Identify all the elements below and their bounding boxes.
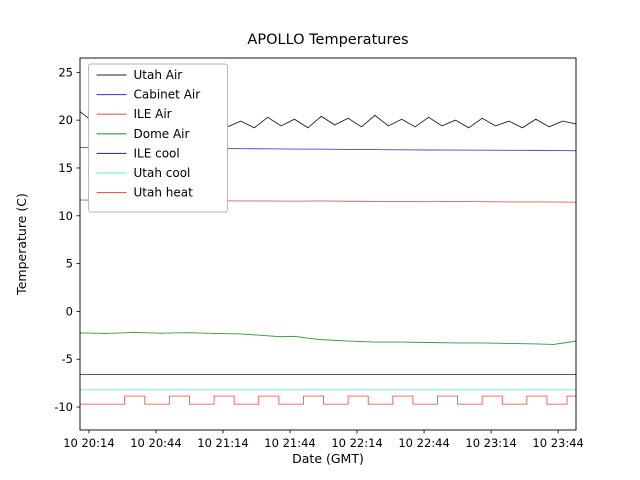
series-line-dome-air (80, 332, 576, 345)
y-tick-label: -10 (54, 400, 73, 414)
y-tick-label: -5 (62, 352, 73, 366)
y-axis-label: Temperature (C) (14, 193, 29, 296)
x-tick-label: 10 21:44 (264, 436, 315, 450)
plot-frame (79, 57, 577, 431)
x-axis-label: Date (GMT) (292, 451, 364, 466)
legend-item-dome-air: Dome Air (96, 127, 190, 141)
y-tick-label: 25 (58, 65, 73, 79)
legend-item-ile-cool: ILE cool (96, 146, 180, 160)
y-tick-label: 15 (58, 161, 73, 175)
x-tick-label: 10 23:14 (465, 436, 516, 450)
x-tick-label: 10 23:44 (532, 436, 583, 450)
legend-item-utah-air: Utah Air (96, 68, 183, 82)
legend-label: Dome Air (134, 127, 190, 141)
y-tick-label: 10 (58, 209, 73, 223)
legend-label: Utah cool (134, 166, 191, 180)
legend: Utah Air Cabinet Air ILE Air Dome Air ILE co… (88, 63, 228, 213)
x-tick-label: 10 22:44 (398, 436, 449, 450)
y-tick-label: 0 (66, 304, 73, 318)
x-tick-label: 10 20:14 (63, 436, 114, 450)
legend-item-ile-air: ILE Air (96, 107, 172, 121)
x-tick-label: 10 20:44 (130, 436, 181, 450)
legend-label: Utah heat (134, 186, 194, 200)
y-tick-label: 20 (58, 113, 73, 127)
legend-item-utah-cool: Utah cool (96, 166, 191, 180)
legend-label: Cabinet Air (134, 88, 201, 102)
x-tick-label: 10 22:14 (331, 436, 382, 450)
legend-label: Utah Air (134, 68, 183, 82)
x-tick-label: 10 21:14 (197, 436, 248, 450)
series-line-utah-heat (80, 395, 576, 405)
legend-label: ILE cool (134, 146, 180, 160)
legend-item-cabinet-air: Cabinet Air (96, 88, 201, 102)
legend-item-utah-heat: Utah heat (96, 186, 194, 200)
y-tick-label: 5 (66, 257, 73, 271)
legend-box (88, 63, 228, 213)
legend-label: ILE Air (134, 107, 172, 121)
chart-title: APOLLO Temperatures (247, 32, 408, 48)
